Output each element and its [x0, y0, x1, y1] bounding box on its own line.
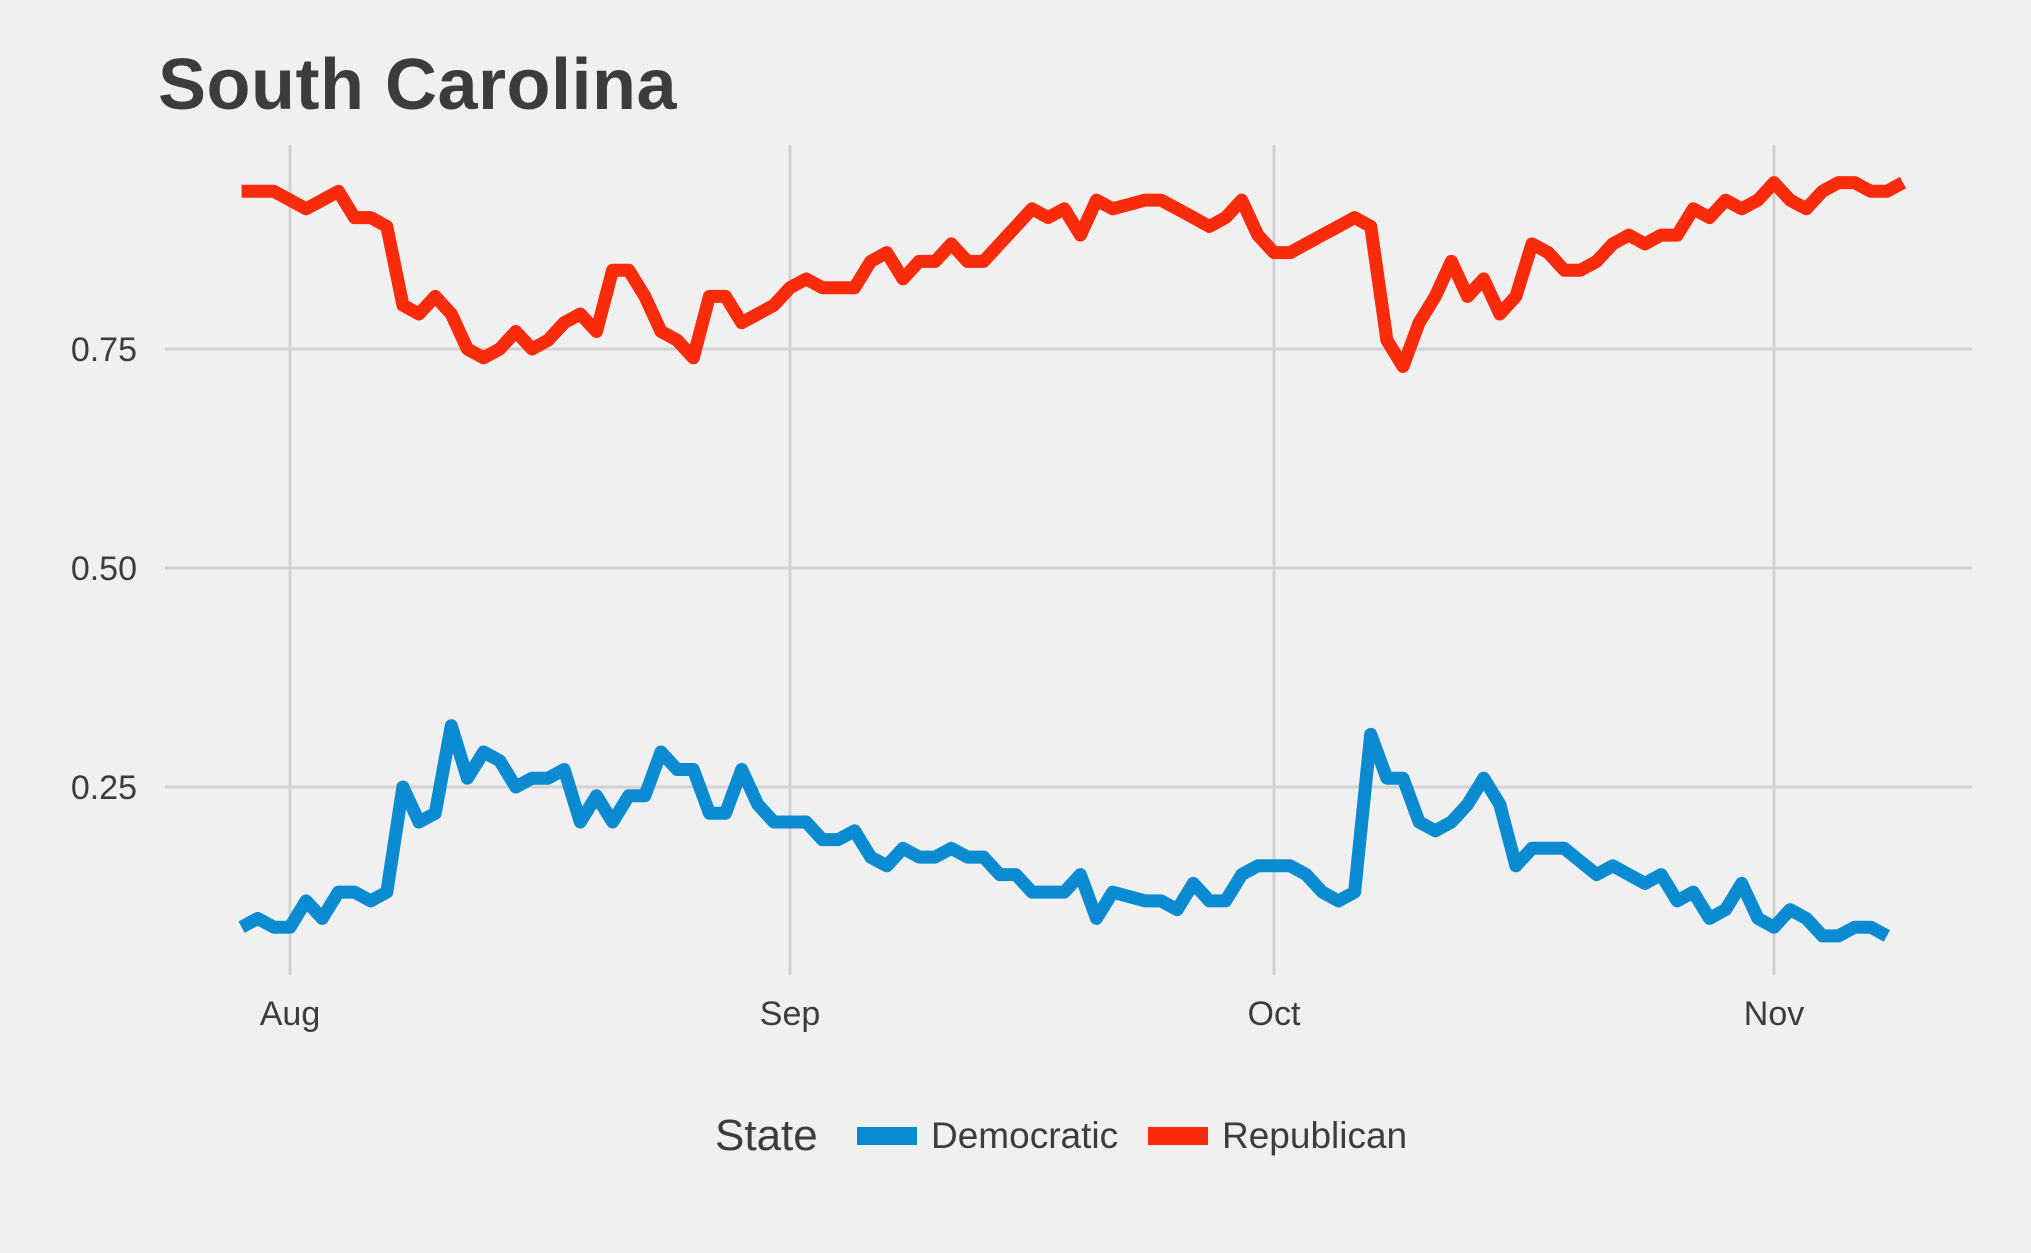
x-tick-label: Oct — [1248, 995, 1301, 1033]
legend-key-republican — [1148, 1127, 1208, 1145]
x-tick-label: Aug — [260, 995, 321, 1033]
series-lines — [238, 176, 1907, 943]
grid-lines — [165, 145, 1972, 975]
axis-labels: 0.25 0.50 0.75 Aug Sep Oct Nov — [71, 331, 1804, 1033]
legend-label-democratic: Democratic — [931, 1115, 1118, 1156]
x-tick-label: Nov — [1744, 995, 1804, 1033]
legend-label-republican: Republican — [1222, 1115, 1407, 1156]
series-line-democratic — [238, 719, 1890, 943]
legend-title: State — [715, 1111, 818, 1160]
legend: State Democratic Republican — [715, 1111, 1407, 1160]
y-tick-label: 0.25 — [71, 769, 137, 807]
legend-key-democratic — [857, 1127, 917, 1145]
y-tick-label: 0.75 — [71, 331, 137, 369]
series-line-republican — [241, 176, 1907, 373]
x-tick-label: Sep — [760, 995, 821, 1033]
chart-title: South Carolina — [158, 45, 678, 125]
y-tick-label: 0.50 — [71, 550, 137, 588]
